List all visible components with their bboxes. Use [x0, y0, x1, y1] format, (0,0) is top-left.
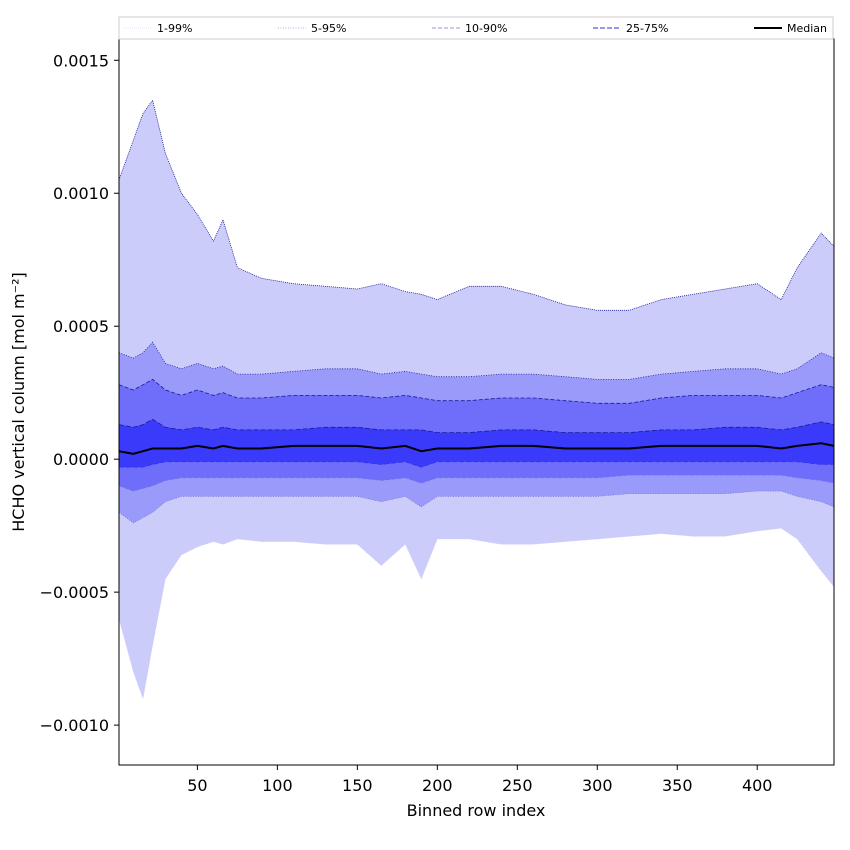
x-tick-label: 300 [582, 776, 613, 795]
x-tick-label: 100 [262, 776, 293, 795]
legend-label: Median [787, 22, 827, 35]
legend-label: 25-75% [626, 22, 668, 35]
band-lower-line-5-95pct [119, 490, 834, 524]
x-tick-label: 150 [342, 776, 373, 795]
y-tick-label: −0.0005 [40, 583, 109, 602]
x-axis-label: Binned row index [407, 801, 546, 820]
band-lower-line-1-99pct [119, 527, 834, 700]
legend-label: 10-90% [465, 22, 507, 35]
y-tick-label: 0.0000 [53, 450, 109, 469]
series-line-median [119, 442, 834, 455]
y-axis-label: HCHO vertical column [mol m⁻²] [9, 272, 28, 531]
x-axis-ticks: 50 100 150 200 250 300 350 400 [187, 765, 772, 795]
band-upper-line-1-99pct [119, 99, 834, 311]
legend: 1-99% 5-95% 10-90% 25-75% Median [118, 16, 834, 40]
legend-box [118, 16, 834, 40]
band-upper-line-5-95pct [119, 341, 834, 380]
y-tick-label: 0.0010 [53, 184, 109, 203]
legend-label: 5-95% [311, 22, 346, 35]
x-tick-label: 400 [742, 776, 773, 795]
band-upper-line-10-90pct [119, 378, 834, 404]
x-tick-label: 250 [502, 776, 533, 795]
x-tick-label: 350 [662, 776, 693, 795]
y-tick-label: 0.0015 [53, 51, 109, 70]
band-lower-line-25-75pct [119, 461, 834, 468]
x-tick-label: 50 [187, 776, 207, 795]
x-tick-label: 200 [422, 776, 453, 795]
y-tick-label: 0.0005 [53, 317, 109, 336]
band-25-75pct [119, 419, 834, 468]
y-axis-ticks: 0.0015 0.0010 0.0005 0.0000 −0.0005 −0.0010 [40, 51, 119, 735]
band-lower-line-10-90pct [119, 474, 834, 492]
y-tick-label: −0.0010 [40, 716, 109, 735]
legend-label: 1-99% [157, 22, 192, 35]
series-lines [119, 99, 834, 700]
